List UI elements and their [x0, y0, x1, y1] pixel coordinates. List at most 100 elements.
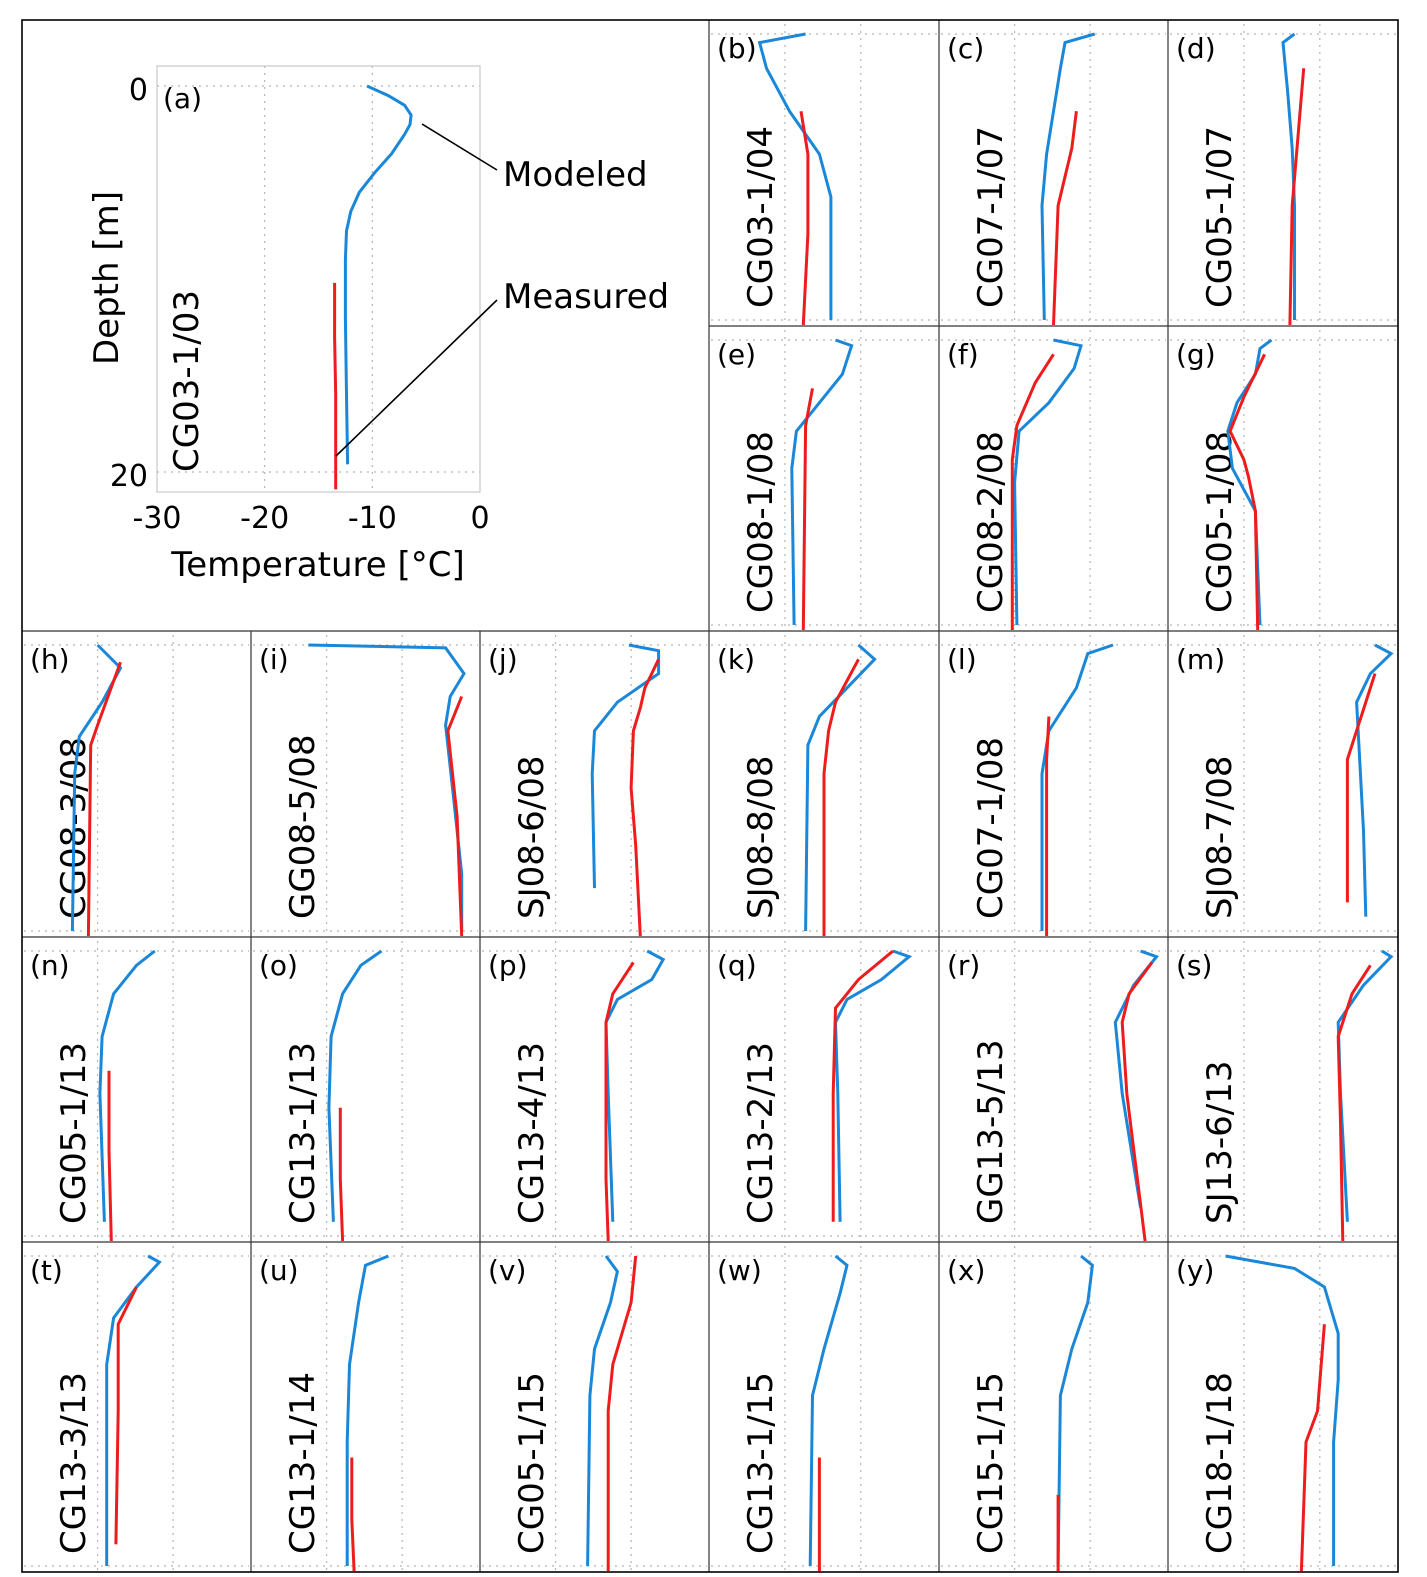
modeled-series-line: [327, 949, 383, 1222]
x-tick-label: -20: [240, 501, 289, 536]
modeled-series-line: [1281, 32, 1296, 320]
measured-series-line: [1299, 1324, 1326, 1572]
annotation-leader: [421, 123, 498, 171]
modeled-series-line: [833, 949, 913, 1222]
modeled-series-line: [1113, 949, 1159, 1208]
site-label: CG13-1/15: [741, 1372, 781, 1554]
panel-label: (v): [488, 1254, 526, 1287]
panel-separators: [22, 20, 1398, 1572]
measured-series-line: [1288, 68, 1306, 326]
panel-label: (p): [488, 949, 528, 982]
modeled-series-line: [808, 1254, 849, 1567]
panel-p: (p) CG13-4/13: [482, 941, 707, 1242]
site-label: GG13-5/13: [971, 1039, 1011, 1224]
panel-s: (s) SJ13-6/13: [1170, 941, 1396, 1242]
x-tick-label: 0: [470, 501, 489, 536]
panel-label: (i): [259, 643, 289, 676]
site-label: GG08-5/08: [283, 734, 323, 919]
panel-g: (g) CG05-1/08: [1170, 330, 1396, 631]
modeled-series-line: [98, 949, 156, 1222]
panel-label: (f): [947, 338, 979, 371]
measured-series-line: [333, 282, 338, 490]
panel-label: (c): [947, 32, 984, 65]
site-label: CG13-2/13: [741, 1042, 781, 1224]
annotation-leader: [335, 299, 498, 457]
measured-series-line: [446, 695, 464, 937]
site-label: CG07-1/07: [971, 126, 1011, 308]
panel-m: (m) SJ08-7/08: [1170, 635, 1396, 935]
site-label: CG03-1/03: [167, 290, 207, 472]
site-label: CG03-1/04: [741, 126, 781, 308]
site-label: SJ13-6/13: [1200, 1061, 1240, 1225]
site-label: CG05-1/08: [1200, 431, 1240, 613]
modeled-series-line: [586, 1255, 620, 1567]
panel-label: (e): [717, 338, 756, 371]
panel-q: (q) CG13-2/13: [711, 941, 937, 1240]
figure-frame: [21, 19, 1399, 1573]
panel-label: (n): [30, 949, 70, 982]
panel-label: (d): [1176, 32, 1216, 65]
panel-label: (g): [1176, 338, 1216, 371]
site-label: CG13-1/13: [283, 1042, 323, 1224]
panel-f: (f) CG08-2/08: [941, 330, 1166, 630]
panel-h: (h)CG08-3/08: [24, 635, 249, 937]
measured-series-line: [107, 1070, 113, 1242]
panel-label: (x): [947, 1254, 985, 1287]
panel-y: (y) CG18-1/18: [1170, 1246, 1396, 1572]
annotation-modeled: Modeled: [503, 155, 648, 195]
measured-series-line: [114, 1286, 138, 1545]
panel-n: (n) CG05-1/13: [24, 941, 249, 1242]
site-label: SJ08-8/08: [741, 756, 781, 920]
site-label: CG07-1/08: [971, 737, 1011, 919]
site-label: CG13-3/13: [54, 1372, 94, 1554]
measured-series-line: [338, 1107, 345, 1242]
measured-series-line: [1010, 353, 1055, 630]
panel-label: (s): [1176, 949, 1212, 982]
panel-o: (o) CG13-1/13: [253, 941, 478, 1242]
panel-j: (j) SJ08-6/08: [482, 635, 707, 937]
modeled-series-line: [345, 1254, 389, 1566]
panel-v: (v) CG05-1/15: [482, 1246, 707, 1571]
site-label: CG08-1/08: [741, 431, 781, 613]
axes-frame: [156, 65, 481, 493]
panel-label: (l): [947, 643, 977, 676]
site-label: CG18-1/18: [1200, 1372, 1240, 1554]
panel-b: (b) CG03-1/04: [711, 24, 937, 326]
panel-label: (y): [1176, 1254, 1214, 1287]
panel-c: (c) CG07-1/07: [941, 24, 1166, 326]
panel-label: (o): [259, 949, 298, 982]
panel-d: (d) CG05-1/07: [1170, 24, 1396, 326]
panel-label: (k): [717, 643, 755, 676]
site-label: SJ08-7/08: [1200, 756, 1240, 920]
modeled-series-line: [1355, 643, 1394, 917]
panel-label: (q): [717, 949, 757, 982]
panel-u: (u) CG13-1/14: [253, 1246, 478, 1572]
modeled-series-line: [804, 643, 877, 932]
modeled-series-line: [790, 338, 854, 626]
panel-label: (t): [30, 1254, 63, 1287]
panel-t: (t) CG13-3/13: [24, 1246, 249, 1570]
panel-x: (x) CG15-1/15: [941, 1246, 1166, 1571]
panel-r: (r) GG13-5/13: [941, 941, 1166, 1242]
panel-label: (u): [259, 1254, 299, 1287]
modeled-series-line: [343, 84, 413, 465]
measured-series-line: [1052, 111, 1078, 326]
modeled-series-line: [1225, 1254, 1340, 1566]
panel-w: (w) CG13-1/15: [711, 1246, 937, 1571]
panel-label: (a): [163, 82, 202, 115]
measured-series-line: [350, 1457, 356, 1572]
site-label: CG13-1/14: [283, 1372, 323, 1554]
site-label: CG05-1/15: [512, 1372, 552, 1554]
modeled-series-line: [1226, 338, 1273, 626]
annotation-measured: Measured: [503, 277, 669, 317]
modeled-series-line: [1040, 32, 1096, 321]
panel-k: (k) SJ08-8/08: [711, 635, 937, 936]
main-panel-a: -30 -20 -10 0 0 20 Temperature [°C] Depth [m] (a…: [87, 65, 669, 585]
modeled-series-line: [1040, 643, 1114, 931]
site-label: CG08-2/08: [971, 431, 1011, 613]
x-tick-label: -30: [133, 501, 182, 536]
measured-series-line: [629, 658, 660, 937]
modeled-series-line: [590, 643, 661, 889]
measured-series-line: [606, 1255, 638, 1571]
